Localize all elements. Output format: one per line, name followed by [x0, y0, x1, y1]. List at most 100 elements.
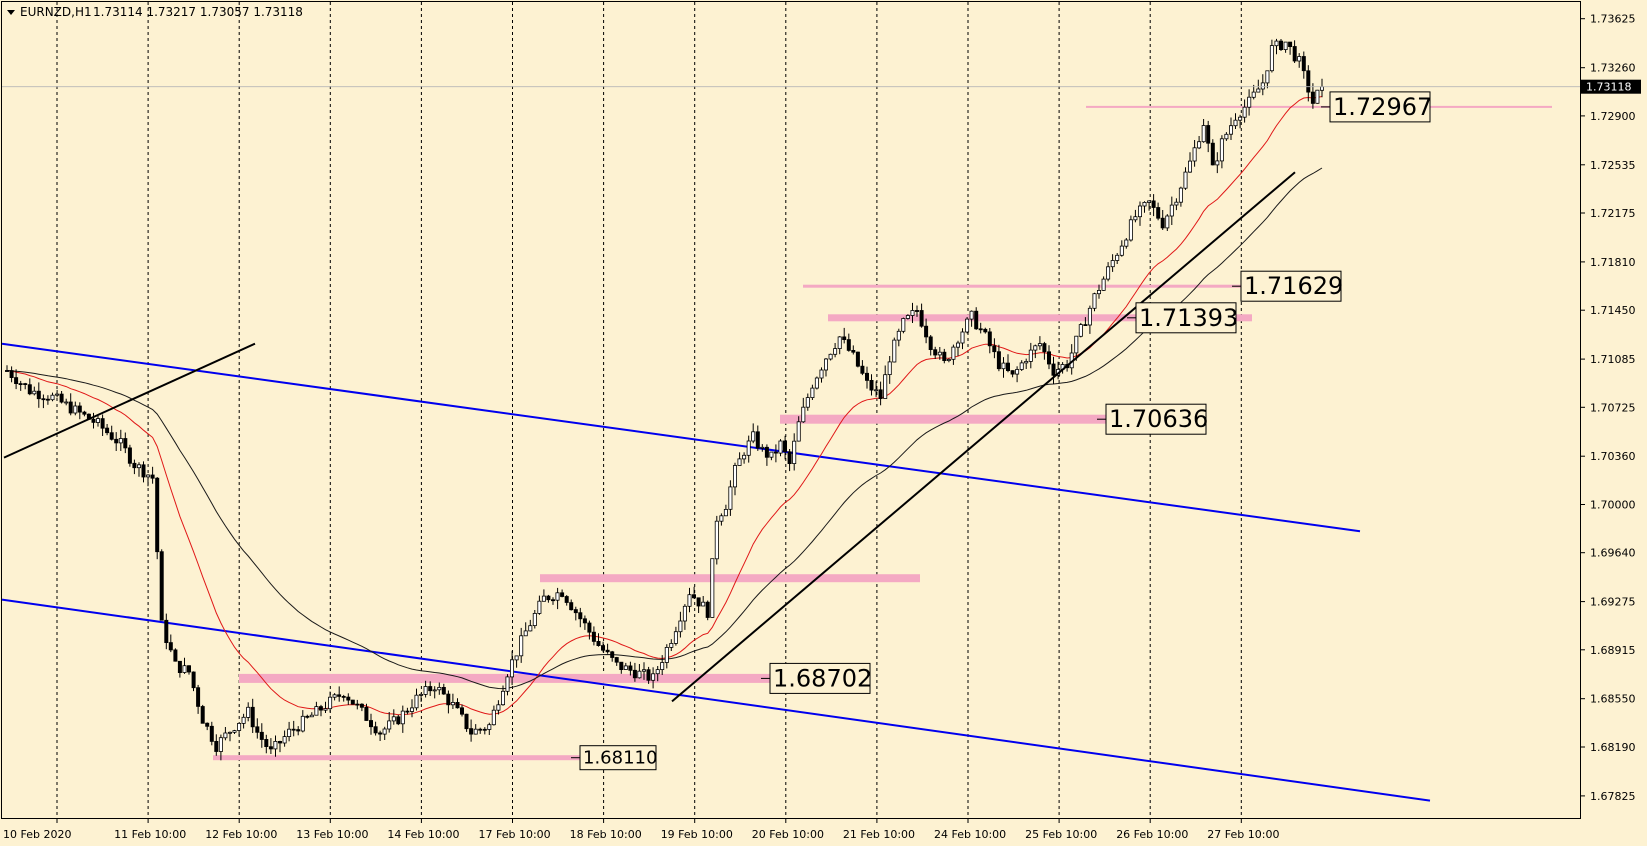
candle-body [764, 446, 769, 458]
candle-body [896, 330, 901, 341]
candle-body [1269, 45, 1274, 72]
candle-body [437, 687, 442, 691]
candle-body [487, 724, 492, 730]
candle-body [45, 398, 50, 401]
candle-body [382, 728, 387, 735]
trend-line-1 [3, 342, 256, 459]
candle-body [819, 369, 824, 379]
candle-body [1201, 125, 1206, 143]
candle-body [760, 446, 765, 449]
candle-body [1219, 138, 1224, 162]
candle-body [59, 393, 64, 403]
price-tick-label: 1.70725 [1590, 401, 1636, 414]
time-tick-label: 27 Feb 10:00 [1207, 828, 1279, 841]
candle-body [978, 328, 983, 331]
level-label-text: 1.68110 [583, 748, 657, 769]
candle-body [173, 649, 178, 662]
candle-body [933, 349, 938, 356]
candle-body [1165, 215, 1170, 229]
candle-body [273, 741, 278, 750]
candle-body [159, 551, 164, 621]
candle-body [874, 389, 879, 392]
candle-body [742, 454, 747, 460]
candle-body [300, 715, 305, 732]
candle-body [55, 393, 60, 396]
level-label-box [1135, 302, 1237, 334]
candle-body [237, 723, 242, 731]
candle-body [191, 671, 196, 689]
candle-body [673, 631, 678, 644]
candle-body [969, 310, 974, 320]
candle-body [32, 390, 37, 395]
candle-body [664, 647, 669, 663]
candle-body [892, 339, 897, 363]
time-tick-label: 25 Feb 10:00 [1025, 828, 1097, 841]
price-tick-label: 1.72535 [1590, 159, 1636, 172]
candle-body [1083, 324, 1088, 327]
candle-body [73, 405, 78, 414]
price-tick-label: 1.73260 [1590, 62, 1636, 75]
candle-body [1124, 239, 1129, 247]
candle-body [1074, 335, 1079, 354]
candle-body [692, 594, 697, 599]
candle-body [619, 661, 624, 671]
candle-body [146, 474, 151, 478]
candle-body [946, 358, 951, 361]
candle-body [314, 706, 319, 716]
lower-channel-line [1, 598, 1431, 802]
candle-body [450, 702, 455, 706]
candle-body [428, 686, 433, 692]
candle-body [1087, 307, 1092, 326]
candle-body [1174, 201, 1179, 206]
candle-body [632, 669, 637, 679]
candle-body [1306, 70, 1311, 93]
chart-ohlc: 1.73114 1.73217 1.73057 1.73118 [93, 5, 303, 19]
candle-body [14, 377, 19, 385]
candle-body [150, 474, 155, 479]
candle-body [1310, 91, 1315, 104]
candle-body [723, 508, 728, 517]
level-label-text: 1.68702 [773, 664, 872, 692]
candle-body [509, 659, 514, 678]
candle-body [1251, 91, 1256, 98]
candle-body [177, 660, 182, 673]
candle-body [168, 642, 173, 651]
candle-body [123, 438, 128, 449]
candle-body [423, 686, 428, 695]
candle-body [555, 592, 560, 601]
candle-body [828, 353, 833, 360]
candle-body [669, 643, 674, 648]
candle-body [801, 406, 806, 423]
candle-body [214, 741, 219, 752]
candle-body [1133, 216, 1138, 221]
candle-body [805, 397, 810, 408]
candle-body [378, 732, 383, 735]
candle-body [637, 670, 642, 679]
collapse-triangle-icon[interactable] [7, 10, 15, 15]
candle-body [614, 657, 619, 663]
candle-body [155, 477, 160, 553]
trend-line-2 [671, 171, 1296, 703]
candle-body [1147, 200, 1152, 203]
time-tick-label: 24 Feb 10:00 [934, 828, 1006, 841]
candle-body [992, 345, 997, 353]
price-tick-label: 1.72175 [1590, 207, 1636, 220]
candle-body [810, 387, 815, 399]
candle-body [337, 694, 342, 697]
level-label-text: 1.72967 [1333, 93, 1432, 121]
level-label-text: 1.70636 [1109, 405, 1208, 433]
candle-body [109, 432, 114, 440]
candle-body [241, 716, 246, 724]
candle-body [924, 325, 929, 338]
candle-body [1037, 343, 1042, 347]
candle-body [482, 728, 487, 731]
candle-body [41, 398, 46, 401]
candle-body [396, 716, 401, 725]
candle-body [132, 462, 137, 469]
price-axis: 1.73625 1.73260 1.72900 1.72535 1.72175 1.718… [1580, 13, 1636, 803]
candle-body [710, 558, 715, 618]
time-tick-label: 12 Feb 10:00 [205, 828, 277, 841]
level-zone [803, 284, 1242, 288]
candle-body [560, 592, 565, 597]
